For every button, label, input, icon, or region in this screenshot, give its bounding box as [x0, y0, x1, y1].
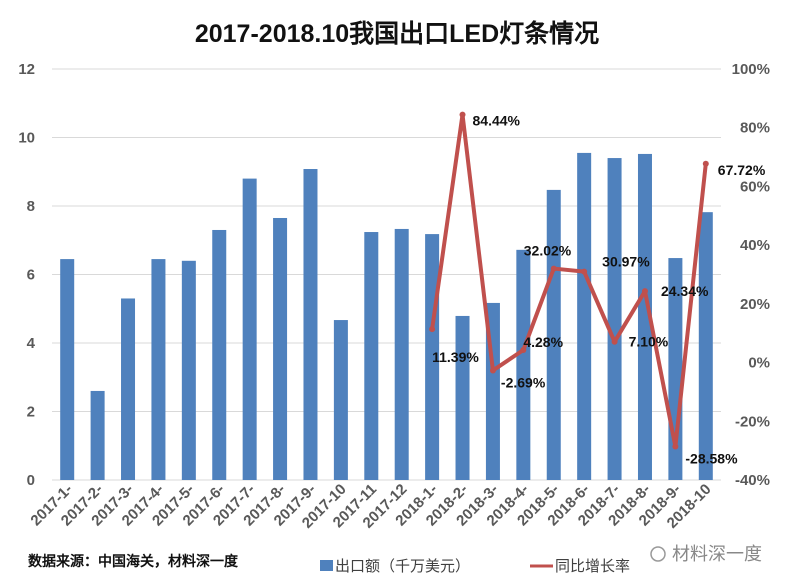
right-tick-label: 60%	[740, 178, 770, 195]
line-point	[641, 288, 648, 295]
right-tick-label: 80%	[740, 120, 770, 137]
right-axis-ticks: -40% -20% 0% 20% 40% 60% 80% 100%	[732, 61, 770, 489]
line-point	[489, 367, 496, 374]
legend-bar-swatch	[320, 560, 333, 571]
bar	[364, 232, 379, 480]
line-point	[702, 160, 709, 167]
line-point	[520, 347, 527, 354]
left-tick-label: 8	[27, 198, 35, 215]
line-point	[429, 326, 436, 333]
bar	[181, 260, 196, 480]
data-label: 11.39%	[432, 349, 479, 365]
left-axis-ticks: 0 2 4 6 8 10 12	[18, 61, 35, 489]
data-label: 7.10%	[629, 334, 669, 350]
bar	[546, 189, 561, 480]
data-label: 4.28%	[523, 334, 563, 350]
bar	[121, 298, 136, 480]
right-tick-label: 0%	[748, 355, 770, 372]
bar	[60, 259, 75, 480]
line-point	[459, 111, 466, 118]
data-labels: 11.39% 84.44% -2.69% 4.28% 32.02% 30.97% 7.10%…	[432, 113, 766, 467]
bar	[698, 212, 713, 481]
watermark: 材料深一度	[672, 544, 762, 564]
bar	[333, 320, 348, 480]
bar	[577, 152, 592, 480]
left-tick-label: 10	[18, 130, 35, 147]
bar	[516, 249, 531, 480]
line-series	[429, 111, 709, 450]
right-tick-label: 40%	[740, 237, 770, 254]
data-label: 30.97%	[602, 254, 650, 270]
bar	[455, 315, 470, 480]
chart-title: 2017-2018.10我国出口LED灯条情况	[195, 20, 599, 48]
legend-line-label: 同比增长率	[555, 558, 630, 575]
data-label: 67.72%	[718, 162, 766, 178]
data-label: 84.44%	[473, 113, 521, 129]
bar	[607, 158, 622, 481]
bar	[212, 229, 227, 480]
growth-line	[430, 112, 708, 449]
left-tick-label: 2	[27, 404, 35, 421]
right-tick-label: -40%	[735, 472, 770, 489]
source-note: 数据来源：中国海关，材料深一度	[28, 553, 239, 569]
right-tick-label: 20%	[740, 296, 770, 313]
wechat-icon	[650, 546, 666, 562]
x-axis-ticks: 2017-1-2017-2-2017-3-2017-4-2017-5-2017-…	[27, 481, 714, 532]
line-point	[581, 268, 588, 275]
data-label: 32.02%	[524, 243, 572, 259]
data-label: -2.69%	[501, 374, 546, 390]
line-point	[672, 443, 679, 450]
bars	[60, 152, 713, 481]
bar	[303, 169, 318, 480]
left-tick-label: 0	[27, 472, 35, 489]
bar	[637, 153, 652, 480]
right-tick-label: 100%	[732, 61, 770, 78]
line-point	[611, 338, 618, 345]
legend-bar-label: 出口额（千万美元）	[335, 558, 470, 575]
line-point	[550, 265, 557, 272]
bar	[151, 259, 166, 480]
bar	[90, 390, 105, 480]
bar	[273, 217, 288, 481]
data-label: -28.58%	[685, 450, 738, 466]
legend: 出口额（千万美元） 同比增长率	[320, 558, 630, 575]
bar	[394, 228, 409, 480]
left-tick-label: 6	[27, 267, 35, 284]
left-tick-label: 12	[18, 61, 35, 78]
left-tick-label: 4	[27, 335, 36, 352]
bar	[242, 178, 257, 480]
data-label: 24.34%	[661, 283, 709, 299]
right-tick-label: -20%	[735, 413, 770, 430]
